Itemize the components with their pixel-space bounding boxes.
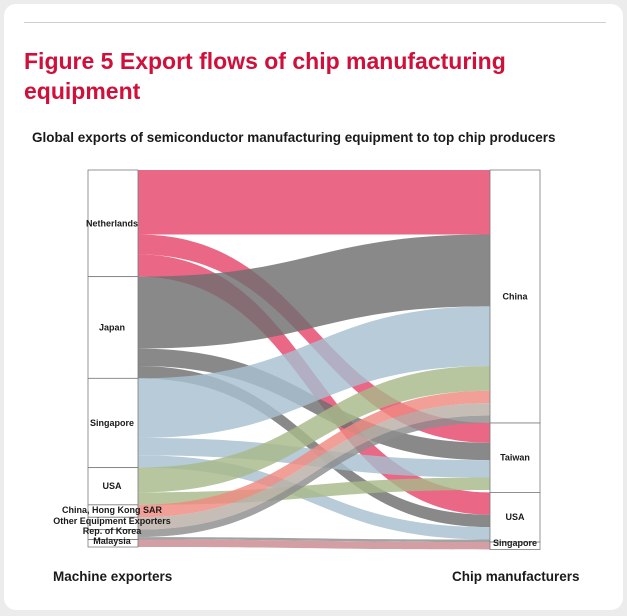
flow-singapore-to-china bbox=[138, 306, 490, 438]
source-label-china-hong-kong-sar: China, Hong Kong SAR bbox=[62, 505, 162, 515]
flow-rep-of-korea-to-usa bbox=[138, 537, 490, 543]
flow-other-equipment-exporters-to-china bbox=[138, 403, 490, 530]
source-node-japan bbox=[87, 276, 139, 379]
target-label-usa: USA bbox=[505, 512, 525, 522]
target-label-singapore: Singapore bbox=[493, 538, 537, 548]
flow-netherlands-to-taiwan bbox=[138, 234, 490, 443]
top-divider bbox=[24, 22, 606, 23]
labels-layer: Netherlands Japan Singapore USA China, Hong … bbox=[53, 218, 537, 548]
source-label-usa: USA bbox=[102, 481, 122, 491]
flows-layer bbox=[138, 170, 490, 550]
source-node-usa bbox=[87, 467, 139, 506]
flow-usa-to-china bbox=[138, 365, 490, 493]
source-node-malaysia bbox=[87, 539, 139, 548]
source-label-other-equipment-exporters: Other Equipment Exporters bbox=[53, 516, 171, 526]
right-axis-label: Chip manufacturers bbox=[452, 569, 580, 584]
target-node-singapore bbox=[489, 541, 541, 550]
flow-japan-to-usa bbox=[138, 365, 490, 528]
source-label-singapore: Singapore bbox=[90, 418, 134, 428]
source-label-malaysia: Malaysia bbox=[93, 536, 132, 546]
target-node-usa bbox=[489, 492, 541, 543]
target-label-taiwan: Taiwan bbox=[500, 453, 530, 463]
target-node-china bbox=[489, 169, 541, 424]
source-label-japan: Japan bbox=[99, 322, 125, 332]
source-label-rep-of-korea: Rep. of Korea bbox=[83, 526, 143, 536]
flow-china-hong-kong-sar-to-china bbox=[138, 390, 490, 518]
flow-japan-to-taiwan bbox=[138, 348, 490, 461]
figure-title: Figure 5 Export flows of chip manufactur… bbox=[24, 48, 506, 104]
flow-malaysia-to-singapore bbox=[138, 539, 490, 550]
source-label-netherlands: Netherlands bbox=[86, 218, 138, 228]
target-node-taiwan bbox=[489, 422, 541, 493]
flow-rep-of-korea-to-china bbox=[138, 415, 490, 538]
nodes-layer bbox=[87, 169, 541, 550]
figure-subtitle: Global exports of semiconductor manufact… bbox=[32, 130, 556, 145]
flow-japan-to-china bbox=[138, 234, 490, 349]
left-axis-label: Machine exporters bbox=[53, 569, 173, 584]
source-node-netherlands bbox=[87, 169, 139, 278]
source-node-singapore bbox=[87, 377, 139, 469]
flow-netherlands-to-china bbox=[138, 170, 490, 235]
target-label-china: China bbox=[502, 291, 528, 301]
